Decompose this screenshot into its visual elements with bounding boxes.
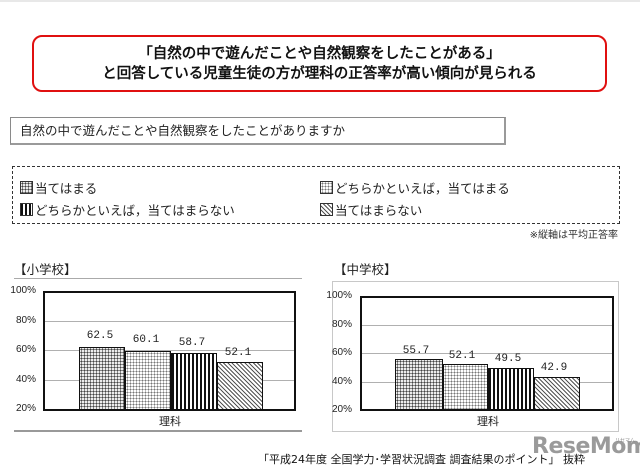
bar-value-label: 49.5	[494, 353, 522, 365]
light-dots-swatch-icon	[320, 181, 333, 194]
bar-somewhat-disagree	[171, 353, 217, 409]
diagonal-lines-swatch-icon	[320, 203, 333, 216]
legend-label: 当てはまる	[35, 181, 98, 196]
bar-value-label: 60.1	[132, 334, 160, 346]
y-tick: 40%	[331, 376, 352, 387]
bar-somewhat-disagree	[488, 368, 534, 409]
top-border	[0, 0, 640, 2]
headline-line-2: と回答している児童生徒の方が理科の正答率が高い傾向が見られる	[102, 65, 537, 82]
legend-item-agree: 当てはまる	[20, 178, 97, 197]
elementary-bottom-rule	[14, 430, 302, 432]
y-tick: 80%	[331, 319, 352, 330]
survey-question: 自然の中で遊んだことや自然観察をしたことがありますか	[10, 117, 506, 145]
y-tick: 40%	[15, 374, 36, 385]
y-tick: 80%	[15, 315, 36, 326]
junior-plot-area	[360, 296, 614, 411]
elementary-chart-title: 【小学校】	[14, 262, 77, 277]
bar-disagree	[534, 377, 580, 409]
bar-disagree	[217, 362, 263, 409]
axis-note: ※縦軸は平均正答率	[529, 230, 618, 241]
gridline-60	[45, 350, 294, 351]
bar-value-label: 52.1	[448, 350, 476, 362]
y-tick: 20%	[15, 403, 36, 414]
y-tick: 60%	[15, 344, 36, 355]
junior-chart-frame	[332, 281, 619, 432]
legend: 当てはまる どちらかといえば，当てはまる どちらかといえば，当てはまらない 当て…	[12, 166, 620, 224]
bar-value-label: 52.1	[224, 347, 252, 359]
legend-item-disagree: 当てはまらない	[320, 200, 422, 219]
elementary-plot-area	[43, 291, 296, 411]
source-citation: 「平成24年度 全国学力･学習状況調査 調査結果のポイント」 抜粋	[258, 453, 585, 466]
bar-somewhat-agree	[443, 364, 488, 409]
bar-agree	[79, 347, 125, 409]
resemom-watermark-logo: ReseMom	[532, 434, 640, 459]
x-category-label: 理科	[477, 415, 499, 428]
y-tick: 20%	[331, 404, 352, 415]
bar-value-label: 62.5	[86, 330, 114, 342]
legend-label: 当てはまらない	[335, 203, 423, 218]
legend-label: どちらかといえば，当てはまらない	[35, 203, 235, 218]
legend-label: どちらかといえば，当てはまる	[335, 181, 510, 196]
junior-chart-title: 【中学校】	[334, 262, 397, 277]
headline-line-1: 「自然の中で遊んだことや自然観察をしたことがある」	[138, 45, 501, 62]
gridline-80	[45, 321, 294, 322]
resemom-watermark-subtext: リセマム	[615, 438, 636, 444]
gridline-60	[362, 353, 612, 354]
dense-dots-swatch-icon	[20, 181, 33, 194]
vertical-lines-swatch-icon	[20, 203, 33, 216]
elementary-title-rule	[14, 278, 302, 279]
x-category-label: 理科	[159, 415, 181, 428]
y-tick: 60%	[331, 347, 352, 358]
legend-item-somewhat-agree: どちらかといえば，当てはまる	[320, 178, 510, 197]
bar-value-label: 55.7	[402, 345, 430, 357]
gridline-80	[362, 325, 612, 326]
headline-callout: 「自然の中で遊んだことや自然観察をしたことがある」 と回答している児童生徒の方が…	[32, 35, 607, 92]
bar-somewhat-agree	[125, 351, 171, 409]
legend-item-somewhat-disagree: どちらかといえば，当てはまらない	[20, 200, 235, 219]
bar-agree	[395, 359, 443, 409]
y-tick: 100%	[10, 285, 36, 296]
bar-value-label: 58.7	[178, 337, 206, 349]
y-tick: 100%	[326, 290, 352, 301]
bar-value-label: 42.9	[540, 362, 568, 374]
